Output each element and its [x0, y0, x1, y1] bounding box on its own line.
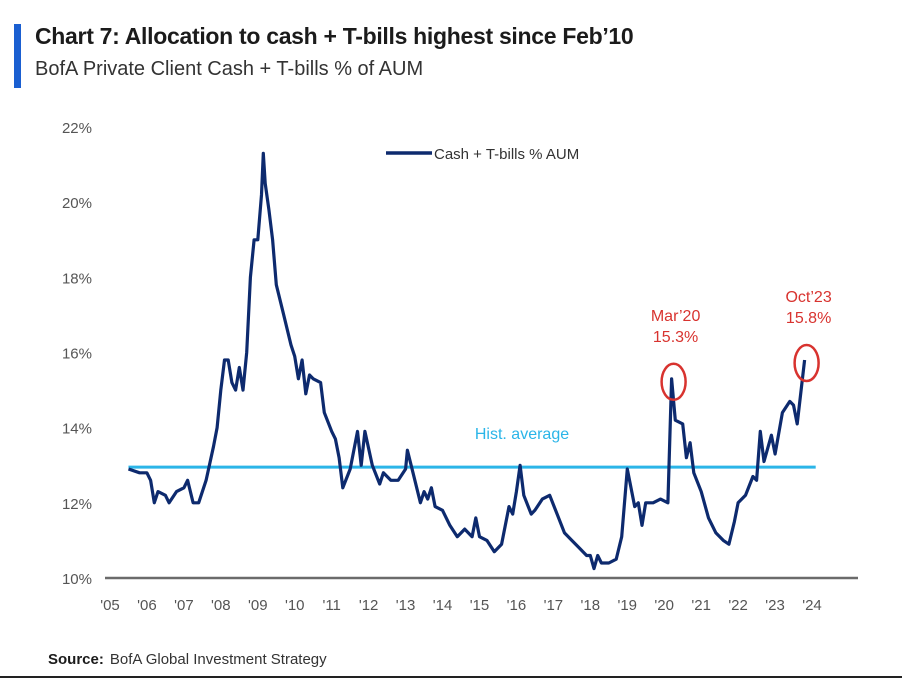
y-tick-label: 22%	[62, 120, 92, 137]
x-tick-label: '17	[544, 597, 564, 614]
legend-label: Cash + T-bills % AUM	[434, 146, 579, 163]
x-tick-label: '05	[100, 597, 120, 614]
x-tick-label: '08	[211, 597, 231, 614]
source-label: Source:	[48, 651, 104, 668]
x-tick-label: '12	[359, 597, 379, 614]
annotation-circle	[660, 362, 687, 402]
x-tick-label: '14	[433, 597, 453, 614]
y-tick-label: 14%	[62, 421, 92, 438]
x-tick-label: '10	[285, 597, 305, 614]
series-line	[127, 151, 807, 571]
x-tick-label: '15	[470, 597, 490, 614]
annotation-label-date: Mar’20	[651, 308, 701, 325]
y-tick-label: 20%	[62, 195, 92, 212]
x-tick-label: '21	[691, 597, 711, 614]
chart-title: Chart 7: Allocation to cash + T-bills hi…	[35, 23, 634, 49]
x-tick-label: '16	[507, 597, 527, 614]
bottom-rule	[0, 676, 902, 678]
x-tick-label: '19	[617, 597, 637, 614]
source-text: BofA Global Investment Strategy	[109, 651, 327, 668]
annotation-circle	[793, 343, 820, 383]
x-tick-label: '23	[765, 597, 785, 614]
title-accent-bar	[14, 24, 21, 88]
y-tick-label: 12%	[62, 496, 92, 513]
x-tick-label: '20	[654, 597, 674, 614]
x-tick-label: '11	[322, 597, 340, 614]
annotation-label-date: Oct’23	[785, 289, 831, 306]
source-note: Source: BofA Global Investment Strategy	[48, 651, 327, 668]
x-tick-label: '22	[728, 597, 748, 614]
x-tick-label: '24	[802, 597, 822, 614]
chart-subtitle: BofA Private Client Cash + T-bills % of …	[35, 58, 424, 80]
annotation-label-value: 15.3%	[653, 329, 698, 346]
annotation-label-value: 15.8%	[786, 310, 831, 327]
x-tick-label: '07	[174, 597, 194, 614]
hist-average-label: Hist. average	[475, 426, 569, 443]
x-tick-label: '13	[396, 597, 416, 614]
y-tick-label: 18%	[62, 270, 92, 287]
y-tick-label: 16%	[62, 346, 92, 363]
x-tick-label: '18	[581, 597, 601, 614]
x-tick-label: '09	[248, 597, 268, 614]
y-tick-label: 10%	[62, 571, 92, 588]
x-tick-label: '06	[137, 597, 157, 614]
